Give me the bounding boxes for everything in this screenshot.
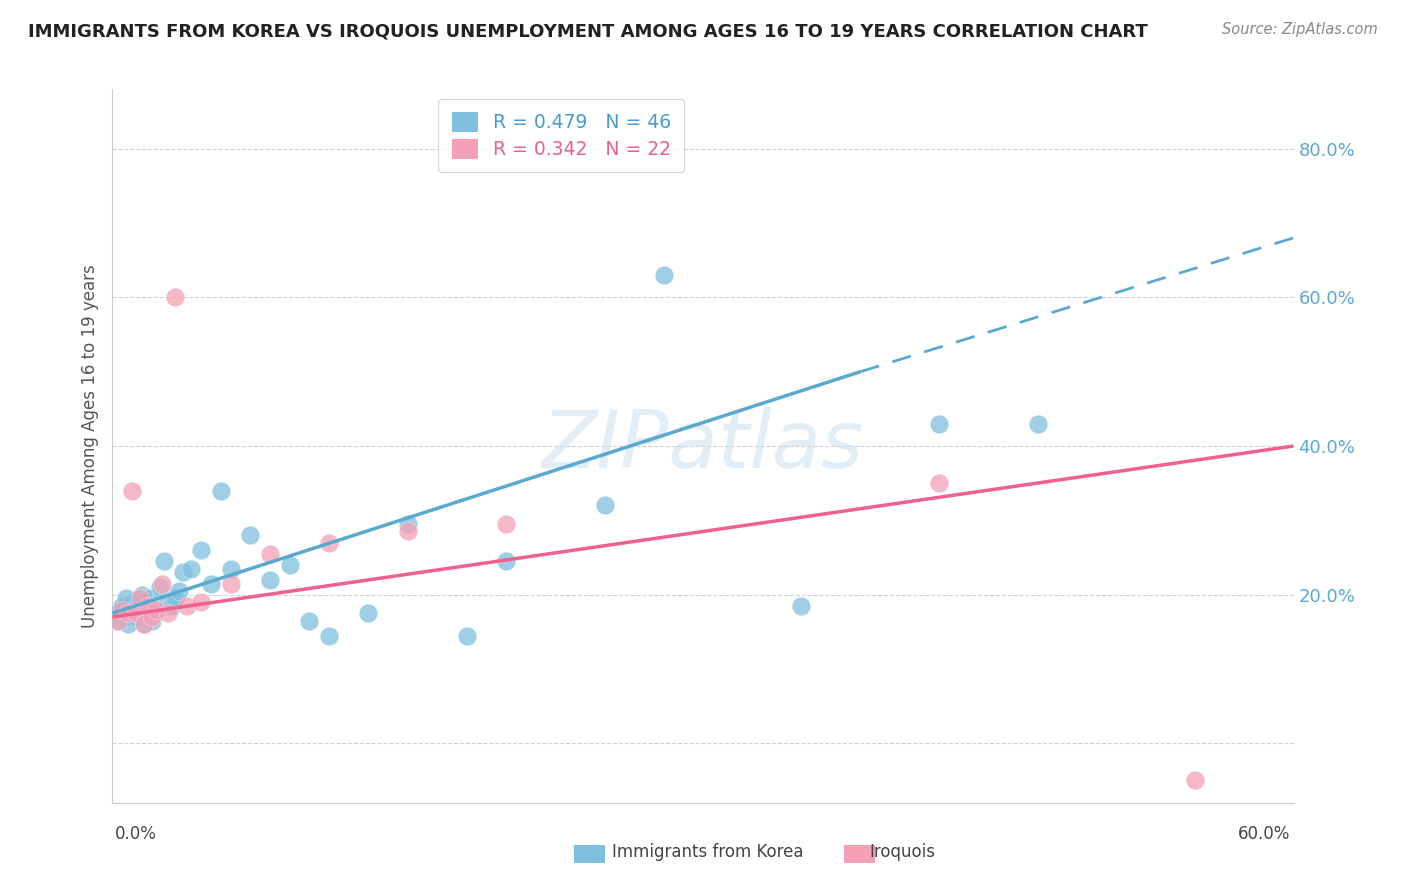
Point [593,499,616,513]
Point [125,610,148,624]
Point [180,562,202,576]
Point [129,607,152,621]
Point [115,591,138,606]
Point [495,516,517,531]
Point [209,483,232,498]
Point [105,607,128,621]
Point [1184,773,1206,788]
Point [120,607,142,621]
Point [219,562,242,576]
Point [129,591,152,606]
Point [169,583,191,598]
Point [190,595,212,609]
Point [165,290,187,304]
Point [117,607,139,621]
Point [121,483,143,498]
Point [318,628,340,642]
Point [165,591,187,606]
Point [928,476,950,491]
Point [117,617,139,632]
Point [131,588,153,602]
Point [156,607,179,621]
Point [127,599,149,613]
Point [495,554,517,568]
Text: Immigrants from Korea: Immigrants from Korea [612,843,803,861]
Point [121,595,143,609]
Point [298,614,321,628]
Point [790,599,813,613]
Point [150,576,173,591]
Point [141,614,163,628]
Point [132,617,155,632]
Y-axis label: Unemployment Among Ages 16 to 19 years: Unemployment Among Ages 16 to 19 years [80,264,98,628]
Point [456,628,478,642]
Point [1026,417,1049,431]
Point [139,591,162,606]
Point [160,599,183,613]
Point [176,599,198,613]
Point [112,610,135,624]
Legend: R = 0.479   N = 46, R = 0.342   N = 22: R = 0.479 N = 46, R = 0.342 N = 22 [439,99,685,172]
Point [396,516,419,531]
Point [122,602,145,616]
Point [136,607,159,621]
Text: ZIPatlas: ZIPatlas [541,407,865,485]
Point [111,599,134,613]
Point [318,535,340,549]
Point [156,595,179,609]
Point [136,599,159,613]
Text: IMMIGRANTS FROM KOREA VS IROQUOIS UNEMPLOYMENT AMONG AGES 16 TO 19 YEARS CORRELA: IMMIGRANTS FROM KOREA VS IROQUOIS UNEMPL… [28,22,1147,40]
Point [111,602,134,616]
Point [145,602,167,616]
Point [259,547,281,561]
Text: 60.0%: 60.0% [1239,825,1291,843]
Point [928,417,950,431]
Point [190,543,212,558]
Point [110,602,132,616]
Text: Source: ZipAtlas.com: Source: ZipAtlas.com [1222,22,1378,37]
Point [219,576,242,591]
Point [107,614,129,628]
Text: Iroquois: Iroquois [869,843,935,861]
Point [132,617,155,632]
Point [652,268,675,282]
Point [278,558,301,572]
Text: 0.0%: 0.0% [115,825,157,843]
Point [357,607,380,621]
Point [125,607,148,621]
Point [149,580,172,594]
Point [145,602,167,616]
Point [152,554,174,568]
Point [239,528,262,542]
Point [135,599,157,613]
Point [200,576,222,591]
Point [107,614,129,628]
Point [141,610,163,624]
Point [259,573,281,587]
Point [396,524,419,539]
Point [172,566,194,580]
